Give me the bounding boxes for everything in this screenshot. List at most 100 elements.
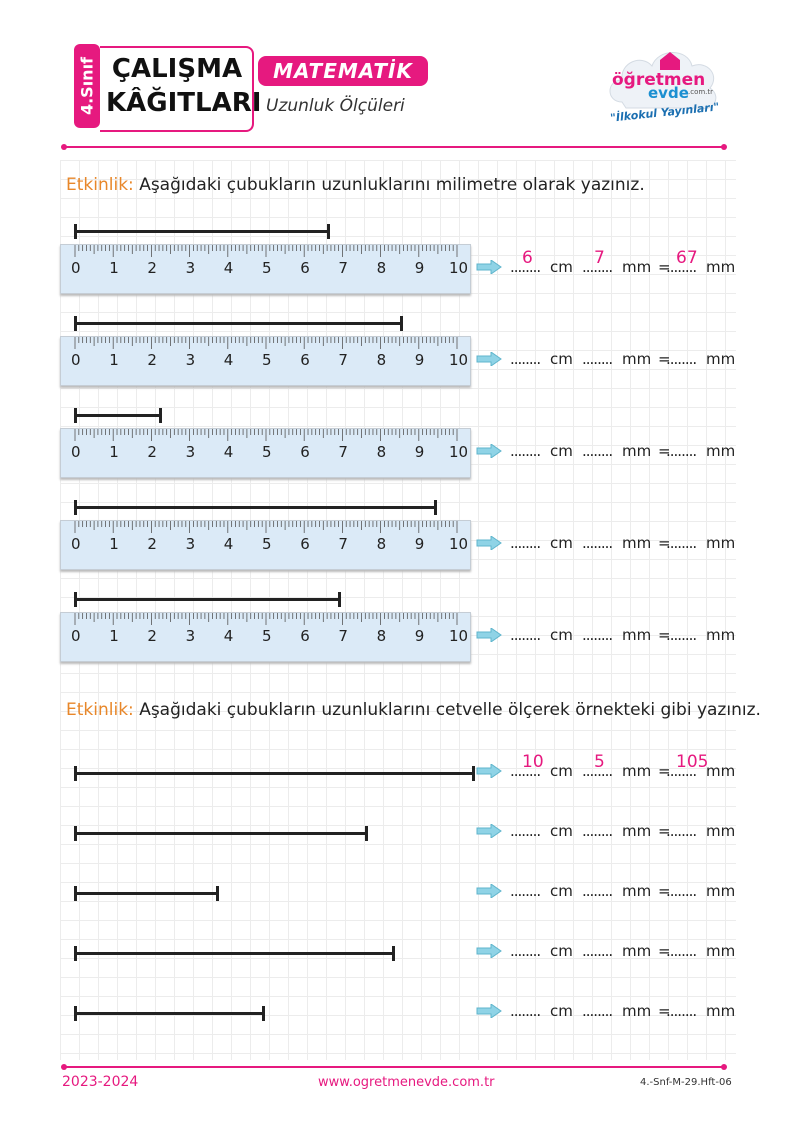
- answer-value: 10: [522, 752, 544, 772]
- ruler-number: 2: [147, 351, 157, 369]
- arrow-icon: [476, 351, 502, 367]
- rod-end: [326, 224, 330, 239]
- unit-mm: mm: [622, 534, 652, 552]
- ruler-number: 9: [414, 259, 425, 277]
- ruler-number: 5: [262, 535, 272, 553]
- ruler-number: 6: [300, 627, 310, 645]
- ruler-number: 5: [262, 443, 272, 461]
- equals-sign: =: [658, 350, 671, 368]
- ruler-number: 0: [71, 627, 81, 645]
- equals-sign: =: [658, 942, 671, 960]
- ruler-number: 10: [449, 627, 469, 645]
- answer-dots: ........: [510, 442, 541, 460]
- rod-end: [74, 408, 77, 423]
- ruler-number: 10: [449, 259, 469, 277]
- unit-mm: mm: [706, 942, 736, 960]
- answer-value: 6: [522, 248, 533, 268]
- unit-cm: cm: [550, 882, 573, 900]
- answer-dots: ........: [510, 350, 541, 368]
- answer-dots: ........: [582, 762, 613, 780]
- answer-value: 5: [594, 752, 605, 772]
- unit-mm: mm: [622, 942, 652, 960]
- answer-dots: ........: [582, 942, 613, 960]
- answer-dots: ........: [510, 822, 541, 840]
- unit-mm: mm: [706, 822, 736, 840]
- unit-cm: cm: [550, 626, 573, 644]
- arrow-icon: [476, 535, 502, 551]
- unit-cm: cm: [550, 762, 573, 780]
- answer-dots: ........: [510, 762, 541, 780]
- rod-end: [365, 826, 369, 841]
- answer-dots: ........: [582, 822, 613, 840]
- answer-dots: ........: [666, 1002, 697, 1020]
- equals-sign: =: [658, 626, 671, 644]
- logo-word-1: öğretmen: [612, 70, 706, 90]
- answer-dots: ........: [666, 762, 697, 780]
- measured-rod: [74, 316, 403, 332]
- footer-code: 4.-Snf-M-29.Hft-06: [640, 1077, 732, 1088]
- ruler-number: 7: [338, 351, 348, 369]
- ruler-number: 0: [71, 259, 81, 277]
- unit-mm: mm: [622, 822, 652, 840]
- ruler-number: 0: [71, 535, 81, 553]
- unit-cm: cm: [550, 350, 573, 368]
- arrow-icon: [476, 259, 502, 275]
- unit-mm: mm: [706, 1002, 736, 1020]
- equals-sign: =: [658, 442, 671, 460]
- unit-mm: mm: [706, 762, 736, 780]
- rod-end: [74, 766, 77, 781]
- rod-bar: [74, 506, 437, 509]
- rod-bar: [74, 832, 369, 835]
- rod-bar: [74, 1012, 265, 1015]
- equals-sign: =: [658, 762, 671, 780]
- header-divider: [64, 146, 724, 148]
- ruler-number: 1: [109, 259, 119, 277]
- ruler-number: 4: [223, 535, 234, 553]
- unit-cm: cm: [550, 822, 573, 840]
- answer-row: ........ cm........ mm........ = mm: [476, 820, 736, 844]
- ruler-number: 2: [147, 259, 157, 277]
- ruler-number: 3: [185, 535, 196, 553]
- divider-dot: [61, 144, 67, 150]
- title-line-1: ÇALIŞMA: [111, 54, 243, 84]
- rod-end: [399, 316, 403, 331]
- arrow-icon: [476, 763, 502, 779]
- logo-word-2: evde: [648, 84, 689, 102]
- arrow-icon: [476, 943, 502, 959]
- rod-bar: [74, 598, 342, 601]
- ruler-number: 5: [262, 351, 272, 369]
- unit-cm: cm: [550, 942, 573, 960]
- publisher-logo: öğretmen evde .com.tr "İlkokul Yayınları…: [604, 40, 722, 128]
- grade-badge: 4.Sınıf: [74, 44, 100, 128]
- rod-bar: [74, 892, 220, 895]
- unit-cm: cm: [550, 258, 573, 276]
- ruler-number: 9: [414, 627, 425, 645]
- ruler-number: 8: [376, 535, 387, 553]
- footer-website[interactable]: www.ogretmenevde.com.tr: [318, 1075, 495, 1090]
- measured-rod: [74, 826, 369, 842]
- answer-row: ........ cm........ mm........ = mm: [476, 348, 736, 372]
- subject-badge: MATEMATİK: [258, 56, 428, 86]
- arrow-icon: [476, 627, 502, 643]
- arrow-icon: [476, 883, 502, 899]
- rod-end: [338, 592, 342, 607]
- ruler-number: 9: [414, 535, 425, 553]
- ruler: 0 1 2 3 4 5 6 7 8 9 10: [60, 428, 471, 478]
- rod-end: [74, 1006, 77, 1021]
- answer-value: 105: [676, 752, 709, 772]
- ruler: 0 1 2 3 4 5 6 7 8 9 10: [60, 336, 471, 386]
- ruler-number: 0: [71, 351, 81, 369]
- measured-rod: [74, 224, 330, 240]
- unit-mm: mm: [622, 258, 652, 276]
- ruler-number: 6: [300, 535, 310, 553]
- rod-end: [74, 886, 77, 901]
- logo-domain: .com.tr: [688, 88, 714, 96]
- unit-mm: mm: [706, 258, 736, 276]
- answer-row: ........ 6 cm........ 7 mm........ 67 = mm: [476, 248, 736, 280]
- unit-mm: mm: [622, 882, 652, 900]
- rod-bar: [74, 414, 162, 417]
- ruler-number: 8: [376, 627, 387, 645]
- answer-row: ........ cm........ mm........ = mm: [476, 440, 736, 464]
- answer-value: 67: [676, 248, 698, 268]
- answer-dots: ........: [510, 534, 541, 552]
